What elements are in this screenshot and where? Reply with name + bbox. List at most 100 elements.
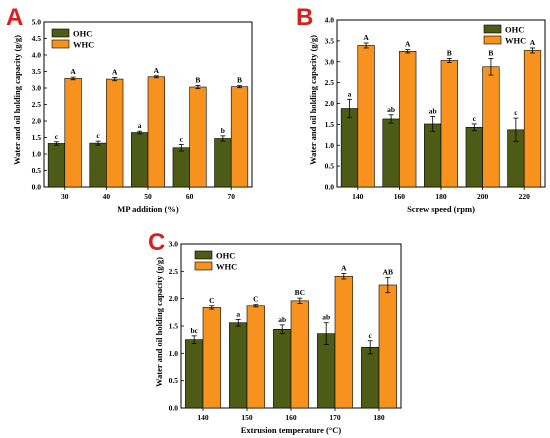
- y-axis-label-a: Water and oil holding capacity (g/g): [12, 35, 22, 165]
- x-tick-label: 220: [519, 192, 531, 201]
- y-axis-label-b: Water and oil holding capacity (g/g): [308, 35, 318, 165]
- legend-label-ohc: OHC: [505, 25, 524, 35]
- significance-label: c: [55, 132, 59, 141]
- significance-label: ab: [387, 105, 395, 114]
- legend-label-whc: WHC: [505, 36, 526, 46]
- chart-panel-c: C 0.0 0.5 1.0 1.5 2.0 2.5 3.0 140 bc C 150 a C 160 ab B…: [148, 229, 402, 435]
- bar-whc: [482, 66, 500, 188]
- y-tick-label: 0.0: [325, 183, 335, 192]
- y-tick-label: 2.0: [169, 294, 179, 303]
- bar-ohc: [382, 118, 400, 188]
- bar-whc: [334, 275, 353, 409]
- panel-letter-c: C: [148, 229, 165, 256]
- significance-label: B: [447, 48, 452, 57]
- y-tick-label: 3.5: [32, 67, 42, 76]
- bar-whc: [357, 45, 375, 188]
- x-tick-label: 50: [144, 192, 152, 201]
- significance-label: c: [514, 108, 518, 117]
- y-tick-label: 2.0: [325, 99, 335, 108]
- x-tick-label: 30: [61, 192, 69, 201]
- significance-label: A: [70, 67, 76, 76]
- significance-label: B: [195, 75, 200, 84]
- bar-ohc: [465, 126, 483, 188]
- significance-label: b: [221, 126, 225, 135]
- significance-label: bc: [190, 326, 198, 335]
- x-tick-label: 170: [329, 413, 341, 422]
- y-tick-label: 0.5: [169, 376, 179, 385]
- significance-label: A: [363, 33, 369, 42]
- significance-label: A: [112, 67, 118, 76]
- x-axis-label-a: MP addition (%): [117, 204, 179, 214]
- legend-swatch-ohc: [483, 24, 502, 34]
- plot-area-a: 0.0 0.5 1.0 1.5 2.0 2.5 3.0 3.5 4.0 4.5 5.0 30 c A 40 c…: [32, 18, 253, 201]
- bar-ohc: [229, 322, 248, 409]
- bar-whc: [378, 284, 397, 409]
- y-tick-label: 0.0: [169, 404, 179, 413]
- x-tick-label: 140: [352, 192, 364, 201]
- plot-area-b: 0.0 0.5 1.0 1.5 2.0 2.5 3.0 3.5 4.0 140 a A 160 ab A 18…: [325, 16, 546, 201]
- y-tick-label: 4.0: [325, 16, 335, 25]
- bar-whc: [523, 50, 542, 188]
- chart-panel-b: B 0.0 0.5 1.0 1.5 2.0 2.5 3.0 3.5 4.0 140 a A 160 ab A…: [296, 4, 546, 214]
- y-tick-label: 3.5: [325, 36, 335, 45]
- bar-ohc: [273, 328, 292, 409]
- y-tick-label: 3.0: [32, 84, 42, 93]
- bar-whc: [246, 305, 265, 409]
- bar-whc: [399, 51, 417, 188]
- x-tick-label: 180: [373, 413, 385, 422]
- y-tick-label: 1.0: [325, 141, 335, 150]
- y-tick-label: 1.0: [169, 349, 179, 358]
- y-tick-label: 4.0: [32, 51, 42, 60]
- x-tick-label: 40: [103, 192, 111, 201]
- plot-area-c: 0.0 0.5 1.0 1.5 2.0 2.5 3.0 140 bc C 150 a C 160 ab BC 1…: [169, 240, 402, 422]
- significance-label: C: [253, 295, 258, 304]
- x-tick-label: 200: [477, 192, 489, 201]
- y-tick-label: 2.5: [169, 267, 179, 276]
- y-tick-label: 1.5: [325, 120, 335, 129]
- x-tick-label: 160: [394, 192, 406, 201]
- bar-whc: [189, 86, 207, 188]
- legend-swatch-whc: [483, 35, 502, 45]
- bar-ohc: [89, 142, 107, 188]
- significance-label: A: [405, 40, 411, 49]
- bar-ohc: [172, 147, 190, 188]
- legend-swatch-ohc: [194, 250, 213, 260]
- bar-whc: [64, 78, 82, 188]
- legend-label-whc: WHC: [216, 262, 237, 272]
- y-tick-label: 2.0: [32, 117, 42, 126]
- significance-label: ab: [429, 106, 437, 115]
- significance-label: BC: [295, 288, 305, 297]
- x-tick-label: 150: [241, 413, 253, 422]
- legend-label-whc: WHC: [73, 40, 94, 50]
- significance-label: B: [488, 48, 493, 57]
- significance-label: c: [96, 131, 100, 140]
- y-tick-label: 5.0: [32, 18, 42, 27]
- y-tick-label: 3.0: [169, 240, 179, 249]
- bar-ohc: [340, 108, 359, 188]
- legend-swatch-ohc: [51, 28, 70, 38]
- panel-letter-b: B: [296, 4, 313, 31]
- x-axis-label-c: Extrusion temperature (°C): [241, 425, 342, 435]
- x-tick-label: 70: [227, 192, 235, 201]
- significance-label: A: [154, 66, 160, 75]
- y-tick-label: 0.5: [325, 162, 335, 171]
- bar-whc: [106, 78, 124, 188]
- significance-label: B: [237, 76, 242, 85]
- significance-label: C: [209, 296, 214, 305]
- x-axis-label-b: Screw speed (rpm): [407, 204, 475, 214]
- x-tick-label: 60: [186, 192, 194, 201]
- significance-label: A: [530, 38, 536, 47]
- bar-ohc: [361, 347, 380, 409]
- x-tick-label: 140: [197, 413, 209, 422]
- chart-panel-a: A 0.0 0.5 1.0 1.5 2.0 2.5 3.0 3.5 4.0 4.5 5.0 30 c A 4…: [6, 4, 253, 214]
- bar-ohc: [424, 123, 442, 188]
- panel-letter-a: A: [6, 4, 23, 31]
- significance-label: ab: [278, 315, 286, 324]
- y-tick-label: 2.5: [325, 78, 335, 87]
- y-tick-label: 4.5: [32, 34, 42, 43]
- bar-ohc: [214, 138, 232, 188]
- legend-swatch-whc: [194, 261, 213, 271]
- bar-whc: [290, 300, 309, 409]
- significance-label: A: [341, 264, 347, 273]
